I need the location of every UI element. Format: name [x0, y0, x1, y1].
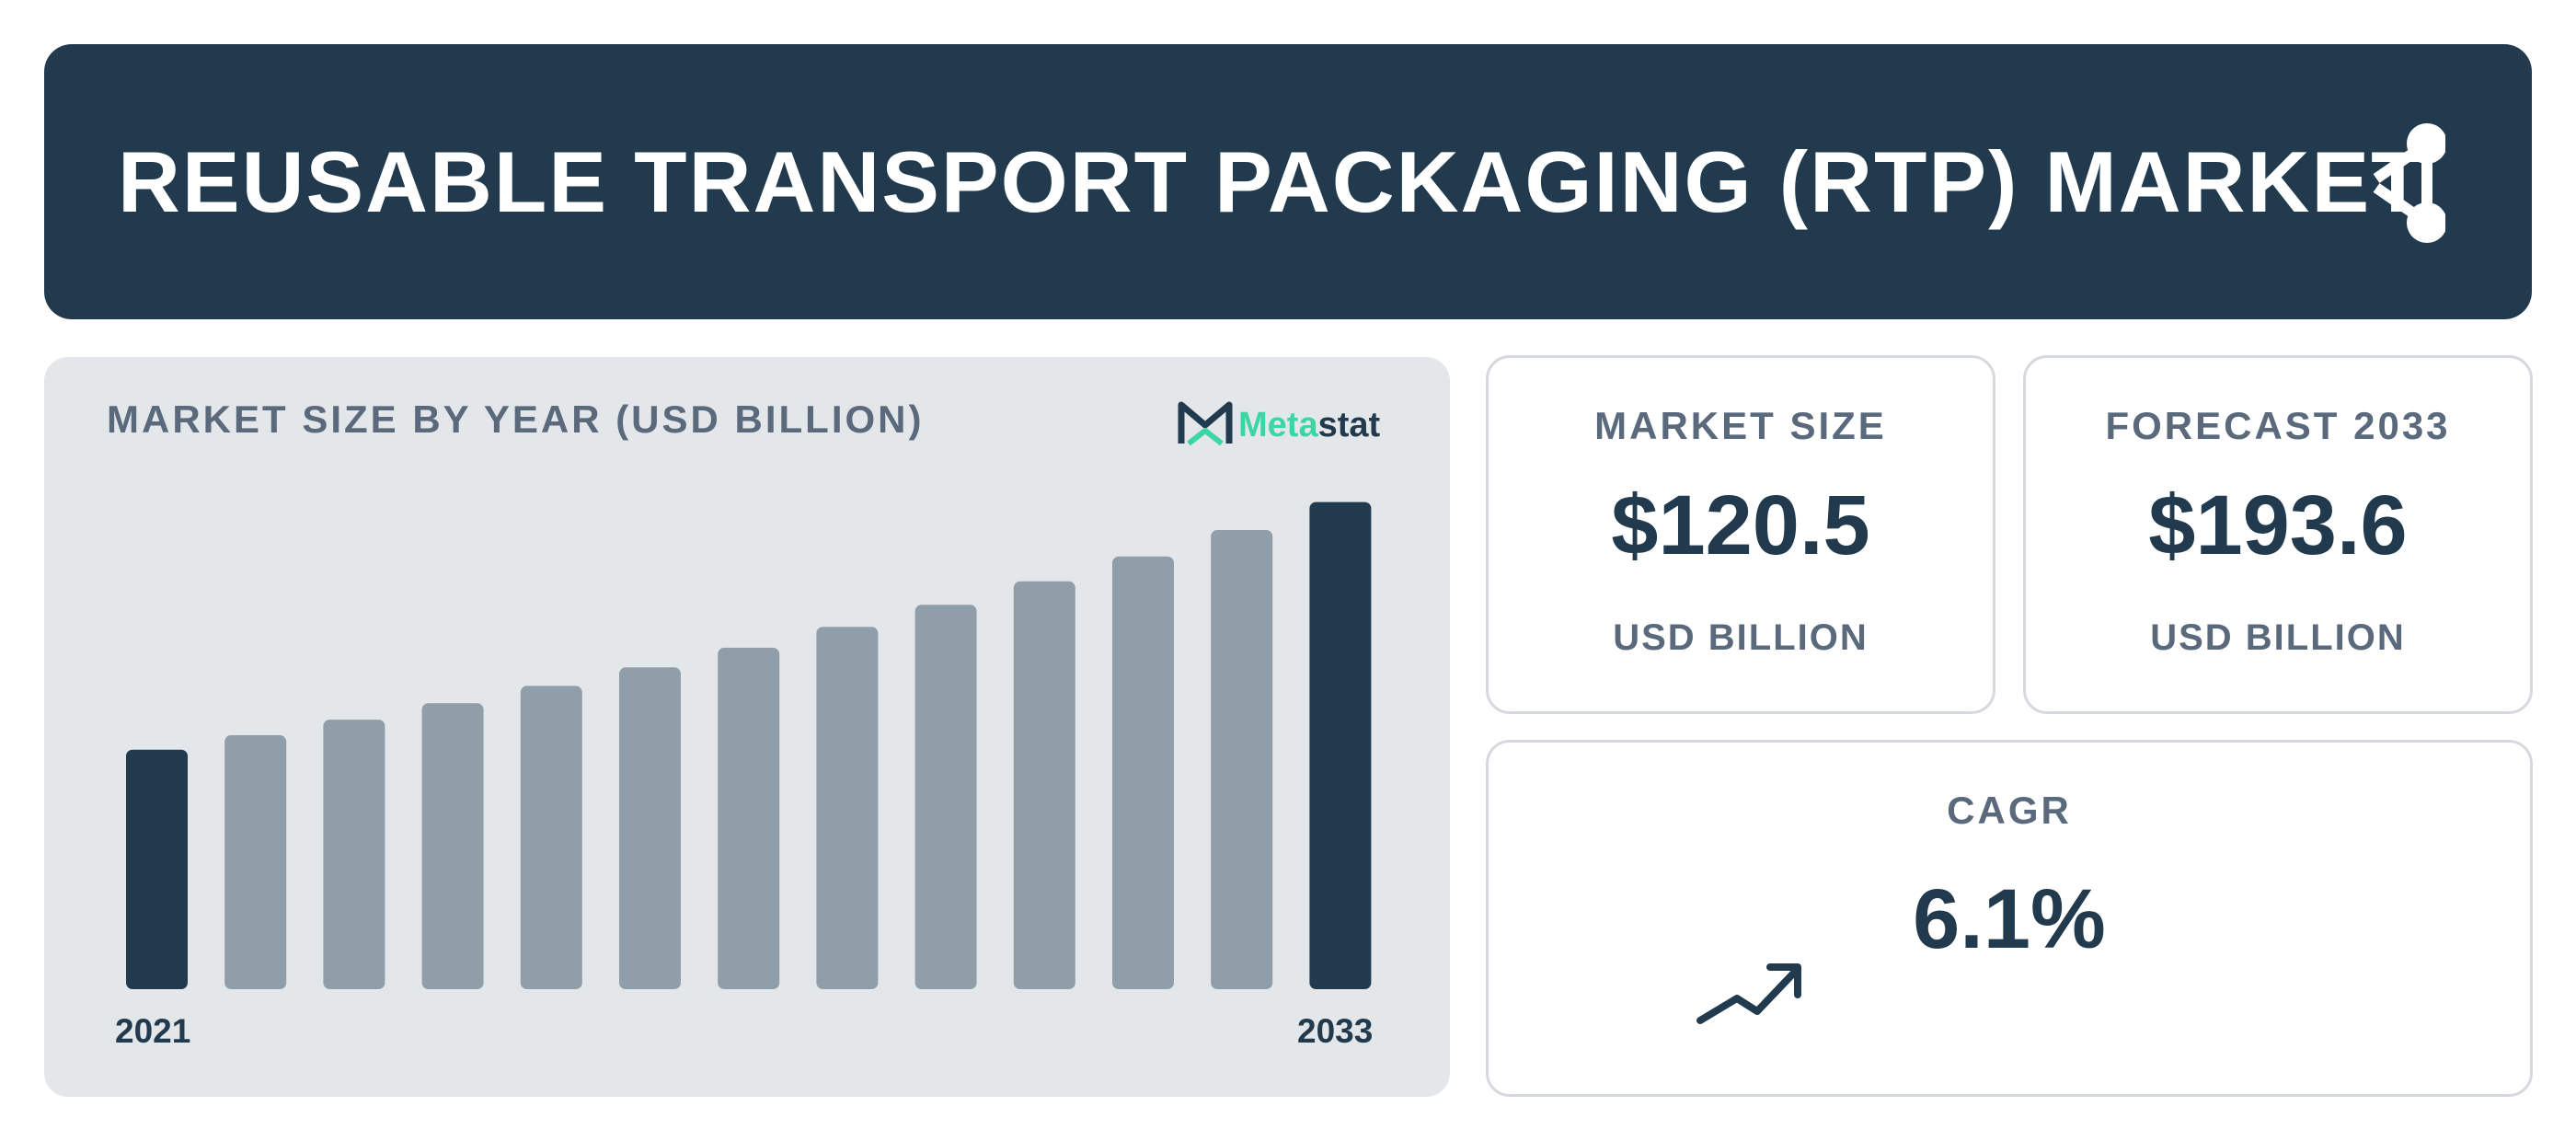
share-icon[interactable]: [2271, 123, 2445, 243]
trend-up-icon: [1696, 963, 1801, 1024]
cagr-value: 6.1%: [1913, 872, 2106, 966]
bar-2026: [619, 667, 681, 989]
market-size-card: MARKET SIZE $120.5 USD BILLION: [1486, 355, 1995, 714]
bar-2027: [718, 647, 780, 989]
forecast-value: $193.6: [2148, 478, 2408, 572]
logo-text-accent: eta: [1268, 406, 1319, 444]
bar-2031: [1112, 556, 1174, 989]
bar-2023: [323, 720, 385, 989]
logo-text-dark: stat: [1318, 406, 1381, 444]
bar-2029: [914, 605, 977, 989]
bar-2022: [224, 735, 287, 989]
market-size-label: MARKET SIZE: [1594, 404, 1887, 447]
bar-2030: [1013, 581, 1075, 989]
header-banner: REUSABLE TRANSPORT PACKAGING (RTP) MARKE…: [44, 44, 2532, 319]
forecast-unit: USD BILLION: [2150, 617, 2406, 658]
bar-2028: [816, 627, 879, 989]
bar-2024: [421, 703, 484, 989]
market-size-unit: USD BILLION: [1613, 617, 1869, 658]
bar-chart: [126, 501, 1372, 989]
x-axis-label-first: 2021: [115, 1012, 191, 1050]
x-axis-label-last: 2033: [1297, 1012, 1374, 1050]
bar-2032: [1211, 530, 1273, 989]
page-title: REUSABLE TRANSPORT PACKAGING (RTP) MARKE…: [118, 133, 2426, 230]
svg-text:Metastat: Metastat: [1238, 406, 1381, 444]
forecast-label: FORECAST 2033: [2105, 404, 2451, 447]
forecast-card: FORECAST 2033 $193.6 USD BILLION: [2023, 355, 2533, 714]
cagr-card: CAGR 6.1%: [1486, 740, 2533, 1097]
bar-2033: [1309, 501, 1372, 989]
cagr-label: CAGR: [1947, 789, 2072, 832]
bar-2025: [520, 686, 582, 989]
chart-title: MARKET SIZE BY YEAR (USD BILLION): [107, 398, 925, 441]
metastat-logo: Metastat: [1178, 401, 1381, 446]
metastat-logo-icon: [1178, 401, 1233, 446]
market-size-chart-panel: MARKET SIZE BY YEAR (USD BILLION) Metast…: [44, 357, 1450, 1097]
bar-2021: [126, 749, 188, 989]
logo-text-accent-start: M: [1238, 406, 1268, 444]
market-size-value: $120.5: [1611, 478, 1870, 572]
